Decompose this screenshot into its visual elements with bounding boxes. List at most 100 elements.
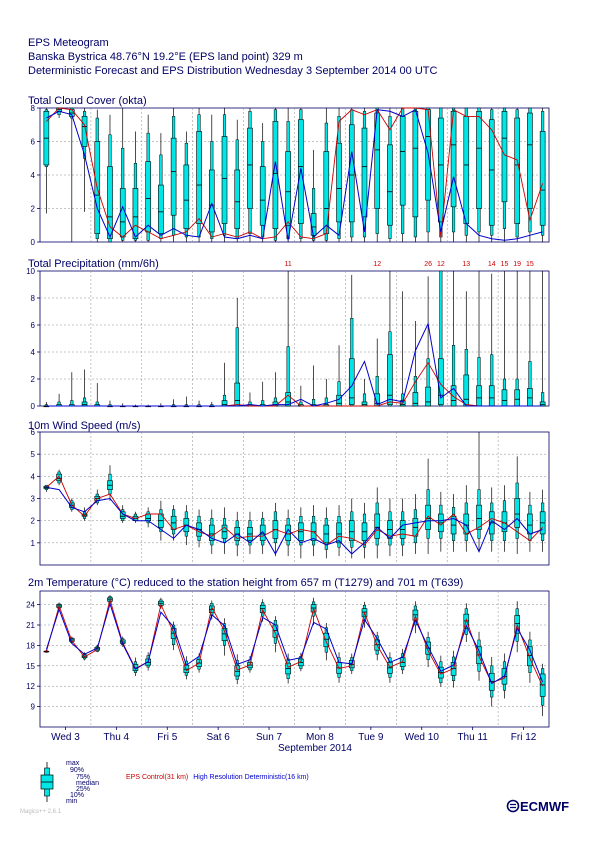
box-plot <box>336 108 342 242</box>
legend-label-min: min <box>66 798 77 805</box>
panel-title-temp: 2m Temperature (°C) reduced to the stati… <box>28 577 463 589</box>
box-inner <box>259 166 266 226</box>
box-inner <box>514 389 520 407</box>
panel-2: 1 2 3 4 5 6 <box>31 428 550 566</box>
y-tick-label: 1 <box>31 539 36 548</box>
hres-line <box>46 108 543 241</box>
box-inner <box>539 401 546 407</box>
box-plot <box>476 107 482 242</box>
box-inner <box>234 169 241 229</box>
box-plot <box>514 108 520 242</box>
eps-control-line <box>46 475 543 546</box>
box-inner <box>527 112 533 209</box>
box-inner <box>387 354 393 405</box>
overflow-label: 11 <box>284 261 291 268</box>
box-plot <box>170 505 177 541</box>
box-plot <box>527 491 533 552</box>
y-tick-label: 4 <box>31 472 36 481</box>
box-inner <box>476 385 482 407</box>
box-plot <box>425 631 431 668</box>
box-inner <box>170 137 177 216</box>
y-tick-label: 4 <box>31 348 36 357</box>
box-plot <box>361 108 368 242</box>
box-plot <box>374 107 381 242</box>
box-plot <box>348 108 355 242</box>
panel-0: 0 2 4 6 8 <box>31 104 550 247</box>
y-tick-label: 6 <box>31 138 36 147</box>
box-inner <box>387 144 393 226</box>
box-inner <box>247 127 253 209</box>
box-plot <box>221 507 228 554</box>
box-plot <box>221 362 228 407</box>
box-plot <box>539 271 546 407</box>
ecmwf-logo: ECMWF <box>506 799 569 814</box>
header-line-2: Banska Bystrica 48.76°N 19.2°E (EPS land… <box>28 51 303 63</box>
legend: max 90% 75% median 25% 10% min EPS Contr… <box>40 760 309 805</box>
box-plot <box>476 271 482 407</box>
box-inner <box>183 164 190 229</box>
box-inner <box>56 473 62 482</box>
box-inner <box>450 385 457 407</box>
y-tick-label: 0 <box>31 402 36 411</box>
box-inner <box>425 504 431 530</box>
box-plot <box>43 108 50 214</box>
box-inner <box>221 136 228 224</box>
box-plot <box>361 502 368 559</box>
panel-3: 9 12 15 18 21 24 <box>26 590 550 728</box>
y-tick-label: 3 <box>31 495 36 504</box>
box-plot <box>527 107 533 242</box>
legend-label-p75: 75% <box>76 774 90 781</box>
box-plot <box>438 107 444 242</box>
box-plot <box>183 131 190 242</box>
y-tick-label: 2 <box>31 205 36 214</box>
box-outer <box>439 270 443 407</box>
ecmwf-logo-icon <box>506 799 520 813</box>
overflow-label: 26 <box>424 261 432 268</box>
box-inner <box>336 142 342 223</box>
box-inner <box>476 111 482 209</box>
box-plot <box>438 270 444 407</box>
y-tick-label: 10 <box>26 267 35 276</box>
hres-line <box>46 486 543 555</box>
overflow-label: 12 <box>373 261 381 268</box>
y-tick-label: 21 <box>26 621 35 630</box>
box-inner <box>259 524 266 541</box>
y-tick-label: 24 <box>26 601 35 610</box>
box-inner <box>81 116 88 147</box>
box-inner <box>527 388 533 407</box>
box-inner <box>285 151 291 226</box>
day-label: Sun 7 <box>256 732 283 743</box>
day-label: Fri 12 <box>511 732 537 743</box>
box-inner <box>119 188 126 238</box>
y-tick-label: 0 <box>31 238 36 247</box>
month-label: September 2014 <box>278 743 352 754</box>
box-inner <box>323 632 330 648</box>
day-label: Fri 5 <box>157 732 177 743</box>
box-inner <box>374 513 381 539</box>
box-plot <box>158 597 164 609</box>
overflow-label: 15 <box>501 261 509 268</box>
box-inner <box>488 385 495 407</box>
box-inner <box>285 392 291 407</box>
box-plot <box>221 108 228 242</box>
y-tick-label: 2 <box>31 517 36 526</box>
y-tick-label: 6 <box>31 428 36 437</box>
overflow-label: 14 <box>488 261 496 268</box>
day-axis: Wed 3 Thu 4 Fri 5 Sat 6 Sun 7 Mon 8 Tue 9 Wed 1… <box>51 727 537 743</box>
legend-label-median: median <box>76 780 99 787</box>
box-inner <box>208 169 215 233</box>
box-inner <box>463 116 470 224</box>
header-line-1: EPS Meteogram <box>28 37 109 49</box>
box-plot <box>132 131 139 242</box>
box-plot <box>285 653 291 684</box>
box-plot <box>539 108 546 242</box>
y-tick-label: 8 <box>31 294 36 303</box>
legend-label-p90: 90% <box>70 767 84 774</box>
y-tick-label: 15 <box>26 662 35 671</box>
box-plot <box>450 107 457 242</box>
box-inner <box>399 116 406 206</box>
magics-version: Magics++ 2.6.1 <box>20 809 62 815</box>
box-inner <box>158 184 164 234</box>
